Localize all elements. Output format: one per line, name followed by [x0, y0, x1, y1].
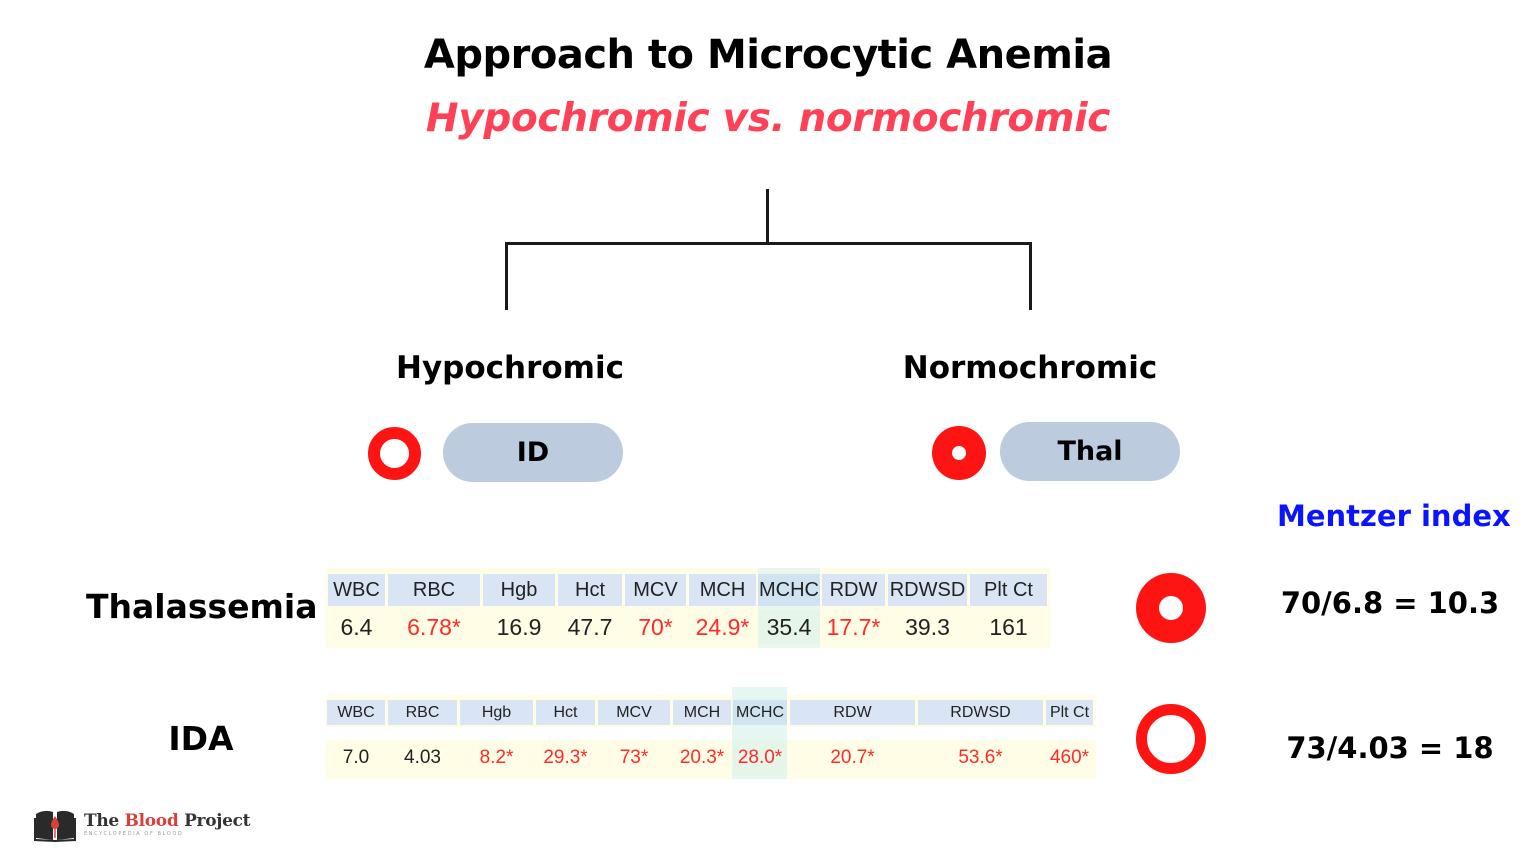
table-header-cell: RDW [790, 700, 915, 725]
mentzer-index-title: Mentzer index [1277, 499, 1511, 533]
table-header-cell: Hct [558, 574, 622, 606]
table-header-cell: MCH [689, 574, 756, 606]
table-header-cell: MCHC [758, 574, 820, 606]
ida-cbc-table: WBC RBC Hgb Hct MCV MCH MCHC RDW RDWSD P… [326, 687, 1096, 779]
pill-id: ID [443, 423, 623, 482]
tree-horizontal-line [505, 242, 1032, 245]
table-value-cell: 7.0 [342, 747, 370, 768]
table-value-cell: 17.7* [826, 613, 881, 640]
table-header-cell: Hgb [483, 574, 555, 606]
hollow-red-cell-icon [1136, 704, 1206, 774]
tree-stem-line [766, 189, 769, 244]
row-label-ida: IDA [168, 719, 234, 758]
table-header-cell: Plt Ct [970, 574, 1047, 606]
table-value-cell: 6.78* [407, 613, 461, 640]
target-red-cell-icon [1136, 573, 1206, 643]
target-red-cell-icon [932, 426, 986, 480]
table-header-cell: RDW [822, 574, 885, 606]
branch-label-hypochromic: Hypochromic [396, 350, 624, 386]
tree-right-branch-line [1029, 242, 1032, 310]
table-value-cell: 47.7 [567, 613, 613, 640]
table-header-cell: Hgb [460, 700, 533, 725]
table-header-cell: WBC [328, 574, 385, 606]
table-value-cell: 53.6* [958, 747, 1003, 768]
table-header-cell: MCV [625, 574, 686, 606]
table-value-cell: 16.9 [496, 613, 542, 640]
table-value-cell: 6.4 [340, 613, 373, 640]
table-header-cell: Plt Ct [1046, 700, 1093, 725]
table-value-cell: 4.03 [404, 747, 441, 768]
thalassemia-cbc-table: WBC RBC Hgb Hct MCV MCH MCHC RDW RDWSD P… [326, 568, 1050, 648]
page-subtitle: Hypochromic vs. normochromic [425, 96, 1111, 141]
tree-left-branch-line [505, 242, 508, 310]
hollow-red-cell-icon [368, 427, 421, 480]
open-book-blood-drop-icon [34, 810, 76, 842]
table-value-cell: 8.2* [479, 747, 514, 768]
table-value-cell: 73* [619, 747, 649, 768]
table-value-cell: 39.3 [905, 613, 950, 640]
blood-project-logo: The Blood Project ENCYCLOPEDIA OF BLOOD [34, 808, 251, 842]
table-header-cell: WBC [327, 700, 385, 725]
table-value-cell: 70* [638, 613, 673, 640]
table-header-cell: MCHC [733, 700, 787, 725]
pill-id-label: ID [516, 437, 550, 468]
table-value-cell: 161 [989, 613, 1028, 640]
table-value-cell: 28.0* [733, 741, 787, 775]
pill-thal: Thal [1000, 422, 1180, 481]
pill-thal-label: Thal [1057, 436, 1123, 467]
table-value-cell: 35.4 [758, 610, 820, 644]
table-header-cell: MCH [673, 700, 731, 725]
table-value-cell: 29.3* [543, 747, 588, 768]
logo-name: The Blood Project [84, 811, 251, 831]
table-header-cell: RBC [388, 574, 480, 606]
mentzer-value-ida: 73/4.03 = 18 [1286, 731, 1494, 765]
table-value-cell: 24.9* [695, 613, 750, 640]
table-header-cell: RBC [388, 700, 457, 725]
table-value-cell: 20.7* [830, 747, 875, 768]
table-header-cell: RDWSD [918, 700, 1043, 725]
branch-label-normochromic: Normochromic [902, 350, 1158, 386]
table-value-cell: 20.3* [679, 747, 725, 768]
table-header-cell: Hct [536, 700, 595, 725]
mentzer-value-thalassemia: 70/6.8 = 10.3 [1280, 586, 1500, 620]
table-value-cell: 460* [1049, 747, 1090, 768]
table-header-cell: RDWSD [888, 574, 967, 606]
page-title: Approach to Microcytic Anemia [423, 32, 1113, 78]
logo-tagline: ENCYCLOPEDIA OF BLOOD [84, 831, 184, 837]
table-header-cell: MCV [598, 700, 670, 725]
row-label-thalassemia: Thalassemia [86, 587, 318, 626]
